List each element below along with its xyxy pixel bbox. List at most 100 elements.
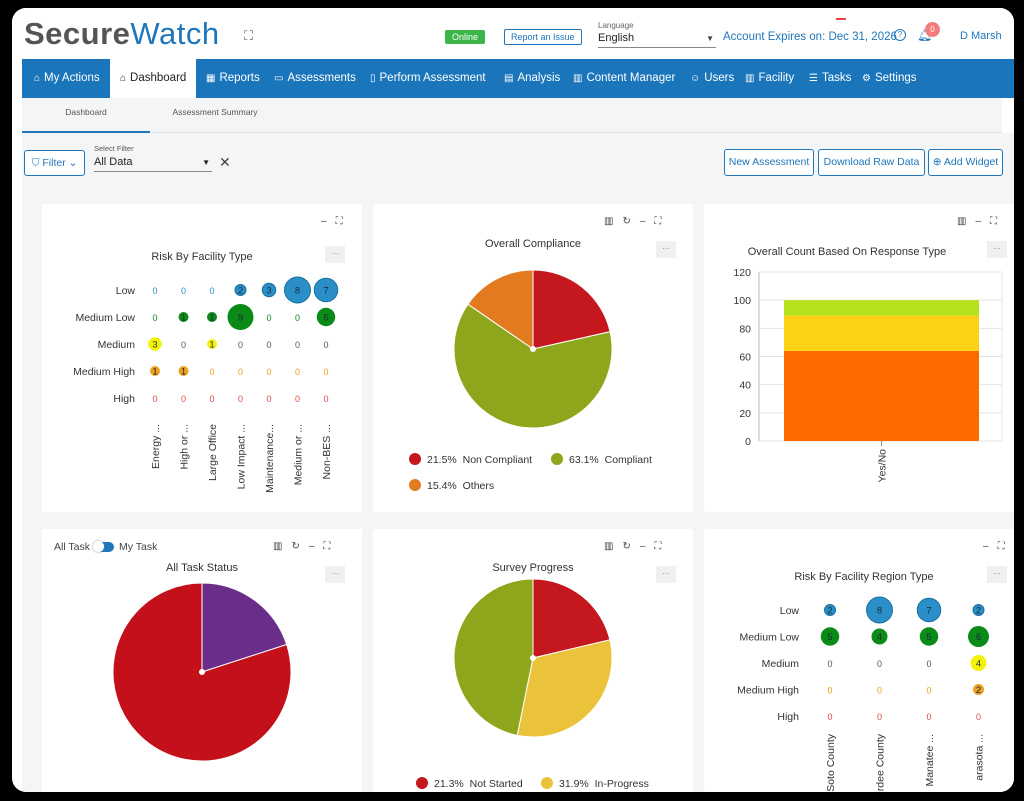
bubble-value: 0 (238, 394, 243, 404)
more-menu-button[interactable]: ... (987, 566, 1007, 583)
tab-assessment-summary[interactable]: Assessment Summary (172, 107, 258, 117)
minimize-icon[interactable]: – (639, 541, 646, 552)
help-icon[interactable]: ? (894, 29, 906, 41)
minimize-icon[interactable]: – (975, 216, 982, 227)
legend-label: Others (462, 480, 495, 492)
expand-icon[interactable]: ⛶ (997, 541, 1005, 552)
more-menu-button[interactable]: ... (656, 241, 676, 258)
row-label: Low (116, 285, 136, 297)
nav-facility[interactable]: ▥ Facility (745, 59, 794, 98)
nav-reports[interactable]: ▦ Reports (206, 59, 260, 98)
select-filter-dropdown[interactable]: All Data ▼ (94, 156, 212, 172)
main-nav: ⌂ My Actions ⌂ Dashboard ▦ Reports ▭ Assessm… (22, 59, 1014, 98)
nav-content-manager[interactable]: ▥ Content Manager (573, 59, 675, 98)
pie-slice (532, 269, 611, 350)
bubble (973, 684, 984, 695)
nav-label: My Actions (44, 72, 100, 84)
more-menu-button[interactable]: ... (987, 241, 1007, 258)
chevron-down-icon: ⌄ (65, 157, 78, 169)
bubble (972, 604, 985, 616)
legend-pct: 21.5% (427, 454, 457, 466)
legend-pct: 15.4% (427, 480, 457, 492)
bubble-value: 8 (295, 286, 300, 297)
bubble-value: 0 (323, 340, 328, 350)
pie-slice (453, 303, 613, 429)
refresh-icon[interactable]: ↻ (622, 541, 631, 552)
filter-button[interactable]: ⛉ Filter ⌄ (24, 150, 85, 176)
row-label: High (113, 393, 135, 405)
tab-dashboard[interactable]: Dashboard (22, 98, 150, 133)
task-toggle-switch[interactable] (93, 541, 114, 552)
add-widget-button[interactable]: ⊕ Add Widget (928, 149, 1003, 176)
nav-assessments[interactable]: ▭ Assessments (274, 59, 356, 98)
expand-icon[interactable]: ⛶ (654, 216, 662, 227)
minimize-icon[interactable]: – (983, 541, 989, 552)
minimize-icon[interactable]: – (308, 541, 315, 552)
bubble-value: 0 (827, 686, 832, 696)
bubble-value: 0 (238, 367, 243, 377)
bubble (207, 339, 217, 349)
bubble-value: 2 (238, 286, 243, 297)
bubble-value: 5 (323, 313, 328, 324)
bubble-value: 3 (152, 340, 157, 351)
bubble-value: 7 (323, 286, 328, 297)
bubble-value: 2 (976, 606, 981, 617)
fullscreen-icon[interactable]: ⛶ (244, 28, 254, 43)
legend-swatch (409, 453, 421, 465)
refresh-icon[interactable]: ↻ (622, 216, 631, 227)
minimize-icon[interactable]: – (639, 216, 646, 227)
user-menu[interactable]: D Marsh (960, 30, 1002, 42)
nav-my-actions[interactable]: ⌂ My Actions (26, 59, 108, 98)
expand-icon[interactable]: ⛶ (654, 541, 662, 552)
bubble-value: 0 (266, 367, 271, 377)
bar-chart: 0 20 40 60 80 100 120 Yes/No (733, 267, 1003, 482)
row-label: Medium High (737, 685, 799, 697)
y-tick-label: 120 (733, 267, 751, 279)
nav-label: Settings (874, 72, 917, 84)
bubble (234, 284, 247, 296)
row-label: Medium High (73, 366, 135, 378)
reports-icon: ▦ (206, 73, 216, 84)
more-menu-button[interactable]: ... (325, 566, 345, 583)
legend-swatch (409, 479, 421, 491)
expand-icon[interactable]: ⛶ (335, 216, 343, 227)
filter-toolbar: ⛉ Filter ⌄ Select Filter All Data ▼ ✕ New… (22, 133, 1014, 193)
bar-chart-icon[interactable]: ▥ (273, 541, 283, 552)
download-raw-data-button[interactable]: Download Raw Data (818, 149, 925, 176)
expand-icon[interactable]: ⛶ (323, 541, 331, 552)
clear-filter-icon[interactable]: ✕ (219, 154, 231, 170)
nav-label: Content Manager (586, 72, 676, 84)
nav-analysis[interactable]: ▤ Analysis (504, 59, 560, 98)
report-issue-button[interactable]: Report an Issue (504, 29, 582, 45)
bubble-value: 0 (152, 394, 157, 404)
more-menu-button[interactable]: ... (325, 246, 345, 263)
more-menu-button[interactable]: ... (656, 566, 676, 583)
minimize-icon[interactable]: – (321, 216, 327, 227)
bar-chart-icon[interactable]: ▥ (604, 216, 614, 227)
bubble-value: 0 (926, 712, 931, 722)
building-icon: ▥ (745, 73, 755, 84)
bubble (207, 312, 217, 322)
expand-icon[interactable]: ⛶ (990, 216, 998, 227)
nav-dashboard[interactable]: ⌂ Dashboard (110, 59, 197, 98)
bubble (871, 628, 888, 645)
bar-chart-icon[interactable]: ▥ (957, 216, 967, 227)
nav-label: Reports (219, 72, 260, 84)
new-assessment-button[interactable]: New Assessment (724, 149, 814, 176)
bubble-value: 6 (976, 632, 981, 643)
nav-settings[interactable]: ⚙︎ Settings (862, 59, 917, 98)
nav-users[interactable]: ☺ Users (690, 59, 734, 98)
nav-perform-assessment[interactable]: ▯ Perform Assessment (370, 59, 486, 98)
refresh-icon[interactable]: ↻ (291, 541, 300, 552)
bubble (916, 597, 942, 623)
logo[interactable]: SecureWatch (24, 16, 220, 52)
bar-chart-icon[interactable]: ▥ (604, 541, 614, 552)
widget-response-type-count: ▥ – ⛶ ... Overall Count Based On Response … (704, 204, 1014, 512)
bubble (227, 304, 254, 330)
language-select[interactable]: English ▼ (598, 32, 716, 48)
column-label: Maintenance... (264, 424, 276, 493)
language-value: English (598, 32, 635, 44)
bubble (178, 312, 189, 322)
bubble-chart: Low 2 8 7 2 Medium Low 5 4 5 6 Medium 0 0 0 4 Medium Hi… (737, 596, 989, 792)
nav-tasks[interactable]: ☰ Tasks (809, 59, 851, 98)
